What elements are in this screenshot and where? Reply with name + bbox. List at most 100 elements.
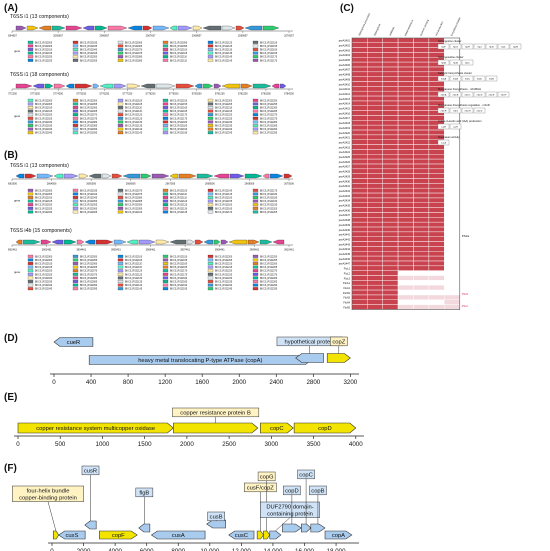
heatmap-cell [367,115,383,121]
legend-gene-id: BKCS_RS22200 [215,256,233,258]
legend-item-label: iaaM [441,127,446,129]
gene-arrow-cuer [53,337,94,347]
heatmap-cell [351,120,368,126]
heatmap-cell [398,47,414,53]
gene-arrow [229,173,245,179]
legend-gene-id: BKCS_RS22000 [35,190,53,192]
gene-arrow [259,239,273,245]
legend-item-box [461,107,474,114]
gene-arrow [15,83,33,89]
heatmap-row-label: pseA3438 [339,219,351,222]
legend-gene-id: BKCS_RS22080 [80,278,98,280]
heatmap-cell [382,37,399,43]
legend-gene-id: BKCS_RS22260 [260,108,278,110]
axis-tick-label: 1600 [195,379,209,385]
heatmap-cell [398,105,414,111]
legend-gene-id: BKCS_RS22265 [260,111,278,113]
legend-swatch [27,48,34,51]
panel-c-label: (C) [340,3,354,14]
legend-item-label: iaaH [453,127,458,129]
legend-swatch [117,192,124,196]
axis-tick-label: 1200 [158,379,172,385]
heatmap-cell [382,227,399,232]
legend-gene-id: BKCS_RS22295 [260,289,278,291]
legend-swatch [117,280,124,283]
legend-gene-id: BKCS_RS22190 [260,201,278,203]
legend-swatch [27,192,34,196]
heatmap-cell [413,86,429,92]
legend-swatch [117,272,124,276]
legend-title: Sphingosine cluster [438,39,462,43]
heatmap-cell [382,154,399,160]
heatmap-cell [367,246,383,252]
legend-swatch [162,102,169,106]
legend-swatch [252,283,259,287]
heatmap-cell [444,251,460,257]
axis-tick-label: 3903461 [42,249,52,252]
legend-swatch [72,192,79,196]
legend-gene-id: BKCS_RS22030 [35,278,53,280]
legend-swatch [252,44,259,48]
heatmap-cell [413,183,429,189]
gene-callout-label: copD [285,489,299,495]
heatmap-column-label: Antibiotic [389,26,396,37]
heatmap-row-label: pseA3436 [339,209,351,212]
gene-callout-label: copper resistance protein B [180,411,251,417]
legend-swatch [252,113,259,117]
legend-gene-id: BKCS_RS22005 [35,194,53,196]
heatmap-cell [428,120,445,126]
gene-arrow [26,25,39,31]
heatmap-cell [382,217,399,223]
heatmap-cell [367,47,383,53]
panel-a2-track: 5772250 5773250 5774250 5775250 5776250 57772… [8,83,294,135]
heatmap-cell [413,275,429,281]
legend-gene-id: BKCS_RS22155 [170,260,188,262]
legend-gene-id: BKCS_RS22255 [260,104,278,106]
gene-arrow [44,83,54,89]
legend-swatch [72,210,79,214]
legend-swatch [162,210,169,214]
gene-arrow [169,239,187,245]
legend-swatch [162,109,169,113]
heatmap-cell [367,188,383,194]
legend-item-box [497,91,510,98]
legend-item-box [437,75,450,82]
panel-a1-track: 2064657 2065657 2066657 2067657 2068657 20696… [8,25,294,62]
legend-swatch [207,188,214,192]
heatmap-cell [413,236,429,242]
legend-swatch [27,113,34,117]
legend-swatch [72,113,79,117]
heatmap-cell [398,139,414,145]
heatmap-column-label: Siderophore production [358,12,372,36]
heatmap-cell [428,130,445,135]
legend-swatch [207,272,214,276]
legend-gene-id: BKCS_RS22160 [260,50,278,52]
heatmap-cell [413,270,429,276]
gene-callout-label: cusR [84,469,97,475]
legend-swatch [162,287,169,291]
heatmap-cell [413,197,429,203]
heatmap-row-label: pseA3430 [339,180,351,183]
heatmap-cell [367,285,383,291]
heatmap-cell [382,261,399,266]
legend-swatch [117,203,124,207]
gene-arrow-copc [260,422,294,434]
legend-item-box [437,59,450,66]
heatmap-cell [382,241,399,247]
legend-swatch [207,55,214,59]
gene-arrow [40,239,52,245]
legend-gene-id: BKCS_RS22250 [260,256,278,258]
heatmap-cell [351,236,368,242]
heatmap-cell [398,178,414,184]
legend-gene-id: BKCS_RS22075 [80,274,98,276]
heatmap-cell [444,115,460,121]
heatmap-cell [382,290,399,295]
axis-tick-label: 3910461 [284,249,294,252]
heatmap-cell [367,154,383,160]
heatmap-cell [367,207,383,213]
heatmap-cell [351,231,368,237]
axis-tick-label: 5775250 [76,93,86,96]
heatmap-cell [428,71,445,77]
heatmap-cell [444,144,460,150]
heatmap-cell [367,294,383,300]
